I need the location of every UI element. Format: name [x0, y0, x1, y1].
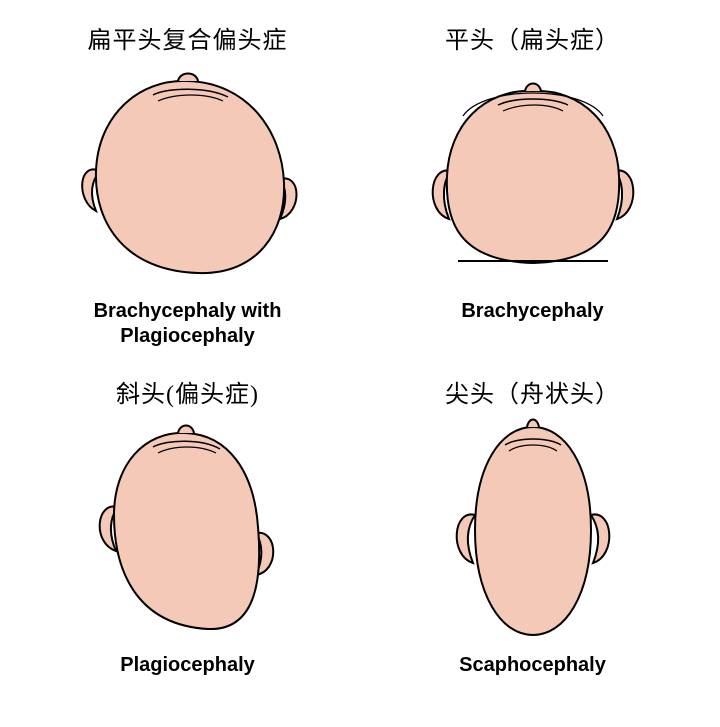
- title-en-scapho: Scaphocephaly: [459, 653, 606, 678]
- title-en-brachy-plagio: Brachycephaly with Plagiocephaly: [94, 299, 282, 349]
- title-en-brachy: Brachycephaly: [461, 299, 603, 324]
- title-en-line1: Brachycephaly: [461, 300, 603, 322]
- head-svg-brachy: [403, 61, 663, 291]
- figure-plagio: [58, 415, 318, 645]
- title-en-line1: Plagiocephaly: [120, 654, 255, 676]
- panel-brachy: 平头（扁头症）: [365, 20, 700, 364]
- title-en-plagio: Plagiocephaly: [120, 653, 255, 678]
- head-svg-plagio: [58, 415, 318, 645]
- title-en-line1: Brachycephaly with: [94, 300, 282, 322]
- panel-plagio: 斜头(偏头症) Plagiocephaly: [20, 374, 355, 718]
- title-cn-brachy: 平头（扁头症）: [445, 20, 620, 55]
- head-svg-scapho: [403, 415, 663, 645]
- panel-brachy-plagio: 扁平头复合偏头症 Brachycephaly with Plagioc: [20, 20, 355, 364]
- title-cn-brachy-plagio: 扁平头复合偏头症: [88, 20, 288, 55]
- title-cn-scapho: 尖头（舟状头）: [445, 374, 620, 409]
- figure-brachy-plagio: [58, 61, 318, 291]
- title-en-line1: Scaphocephaly: [459, 654, 606, 676]
- title-cn-plagio: 斜头(偏头症): [116, 374, 259, 409]
- title-en-line2: Plagiocephaly: [120, 325, 255, 347]
- head-svg-brachy-plagio: [58, 61, 318, 291]
- figure-brachy: [403, 61, 663, 291]
- panel-scapho: 尖头（舟状头） Scaphocephaly: [365, 374, 700, 718]
- figure-scapho: [403, 415, 663, 645]
- page-root: 扁平头复合偏头症 Brachycephaly with Plagioc: [0, 0, 720, 727]
- panel-grid: 扁平头复合偏头症 Brachycephaly with Plagioc: [20, 20, 700, 717]
